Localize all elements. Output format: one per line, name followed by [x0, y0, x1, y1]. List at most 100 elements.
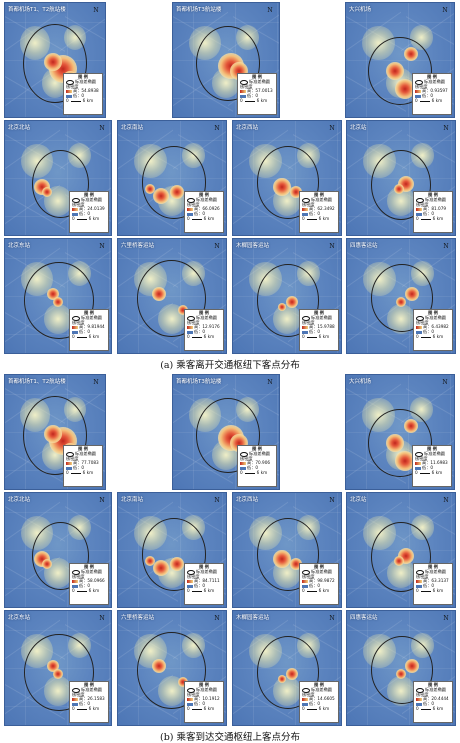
legend-density-label: 核密度: [240, 455, 253, 461]
high-swatch-icon: [72, 697, 78, 701]
legend-ellipse-label: 标准差椭圆: [425, 314, 446, 320]
north-arrow-icon: N: [214, 243, 220, 250]
legend-density-label: 核密度: [415, 83, 428, 89]
scale-zero: 0: [302, 334, 305, 340]
legend-low-row: 低：0: [187, 582, 221, 589]
scale-zero: 0: [66, 470, 69, 476]
map-title: 四惠客运站: [350, 615, 378, 621]
legend-high-value: 高：15.9788: [309, 324, 335, 330]
legend-ellipse-label: 标准差椭圆: [196, 196, 217, 202]
scale-line: [76, 336, 87, 339]
high-swatch-icon: [66, 89, 72, 93]
legend-title: 图 例: [84, 564, 94, 569]
low-swatch-icon: [66, 94, 72, 98]
legend-title: 图 例: [428, 682, 438, 687]
legend-high-value: 高：20.4444: [423, 696, 449, 702]
scale-label: 6 km: [88, 706, 100, 712]
legend-ellipse-row: 标准差椭圆: [72, 197, 106, 203]
legend-ellipse-row: 标准差椭圆: [66, 451, 100, 457]
north-arrow-icon: N: [93, 7, 99, 14]
standard-deviation-ellipse: [367, 37, 433, 106]
heatmap-b-5: 北京南站 N 图 例标准差椭圆 核密度 高：84.7111 低：0 0 6 km: [117, 492, 227, 608]
legend-high-value: 高：63.3137: [423, 578, 449, 584]
low-swatch-icon: [72, 584, 78, 588]
scale-line: [420, 336, 431, 339]
scale-zero: 0: [187, 588, 190, 594]
heatmap-b-4: 北京北站 N 图 例标准差椭圆 核密度 高：58.0966 低：0 0 6 km: [4, 492, 112, 608]
density-hotspot: [396, 296, 406, 307]
scale-line: [419, 100, 430, 103]
legend-low-row: 低：0: [72, 583, 106, 589]
density-hotspot: [170, 556, 185, 571]
legend-low-value: 低：0: [194, 582, 206, 588]
density-hotspot: [396, 668, 406, 679]
legend-density-label: 核密度: [416, 319, 429, 325]
legend-low-row: 低：0: [415, 464, 449, 471]
scale-line: [420, 590, 431, 593]
scale-label: 6 km: [88, 216, 100, 222]
north-arrow-icon: N: [93, 379, 99, 386]
legend-title: 图 例: [78, 74, 88, 79]
legend-low-value: 低：0: [309, 210, 321, 216]
low-swatch-icon: [66, 466, 72, 470]
legend-low-value: 低：0: [194, 700, 206, 706]
heatmap-b-6: 北京西站 N 图 例标准差椭圆 核密度 高：98.9872 低：0 0 6 km: [232, 492, 342, 608]
legend-density-label: 核密度: [66, 83, 79, 89]
legend-high-row: 高：0.93597: [415, 89, 449, 94]
scale-zero: 0: [240, 470, 243, 476]
high-swatch-icon: [72, 325, 78, 329]
low-swatch-icon: [415, 466, 421, 470]
map-legend: 图 例标准差椭圆 核密度 高：10.1912 低：0 0 6 km: [184, 681, 224, 723]
legend-low-row: 低：0: [240, 93, 274, 99]
legend-low-value: 低：0: [73, 92, 85, 98]
legend-ellipse-row: 标准差椭圆: [416, 687, 450, 693]
heatmap-a-8: 北京东站 N 图 例标准差椭圆 核密度 高：9.81944 低：0 0 6 km: [4, 238, 112, 354]
heatmap-b-3: 大兴机场 N 图 例标准差椭圆 核密度 高：11.6983 低：0 0 6 km: [345, 374, 455, 490]
density-hotspot: [42, 558, 53, 569]
scale-bar: 0 6 km: [66, 99, 100, 104]
low-swatch-icon: [302, 330, 308, 334]
standard-deviation-ellipse: [256, 518, 320, 591]
scale-bar: 0 6 km: [302, 217, 336, 222]
legend-low-value: 低：0: [422, 464, 434, 470]
low-swatch-icon: [416, 584, 422, 588]
scale-bar: 0 6 km: [415, 99, 449, 104]
density-hotspot: [53, 296, 63, 307]
legend-ellipse-label: 标准差椭圆: [81, 314, 102, 320]
map-legend: 图 例标准差椭圆 核密度 高：0.93597 低：0 0 6 km: [412, 73, 452, 115]
legend-density-label: 核密度: [302, 691, 315, 697]
density-hotspot: [404, 286, 419, 301]
scale-label: 6 km: [88, 334, 100, 340]
north-arrow-icon: N: [443, 615, 449, 622]
high-swatch-icon: [66, 461, 72, 465]
density-hotspot: [404, 658, 419, 673]
legend-high-row: 高：62.3492: [302, 207, 336, 212]
legend-high-row: 高：20.4444: [416, 697, 450, 702]
ellipse-symbol-icon: [72, 315, 80, 321]
legend-ellipse-row: 标准差椭圆: [66, 79, 100, 85]
scale-zero: 0: [187, 706, 190, 712]
legend-density-label: 核密度: [66, 455, 79, 461]
north-arrow-icon: N: [99, 497, 105, 504]
legend-high-row: 高：98.9872: [302, 579, 336, 584]
low-swatch-icon: [72, 212, 78, 216]
legend-ellipse-row: 标准差椭圆: [187, 196, 221, 203]
legend-ellipse-label: 标准差椭圆: [81, 686, 102, 692]
scale-bar: 0 6 km: [416, 335, 450, 340]
legend-low-row: 低：0: [302, 210, 336, 217]
low-swatch-icon: [187, 330, 193, 334]
standard-deviation-ellipse: [256, 146, 320, 219]
legend-low-value: 低：0: [423, 210, 435, 216]
scale-label: 6 km: [432, 334, 444, 340]
scale-line: [76, 218, 87, 221]
scale-bar: 0 6 km: [72, 589, 106, 594]
north-arrow-icon: N: [267, 379, 273, 386]
legend-title: 图 例: [314, 310, 324, 315]
legend-ellipse-label: 标准差椭圆: [81, 568, 102, 574]
density-hotspot: [53, 668, 63, 679]
scale-zero: 0: [240, 98, 243, 104]
scale-zero: 0: [72, 706, 75, 712]
scale-label: 6 km: [318, 706, 330, 712]
legend-low-value: 低：0: [79, 700, 91, 706]
scale-zero: 0: [415, 470, 418, 476]
